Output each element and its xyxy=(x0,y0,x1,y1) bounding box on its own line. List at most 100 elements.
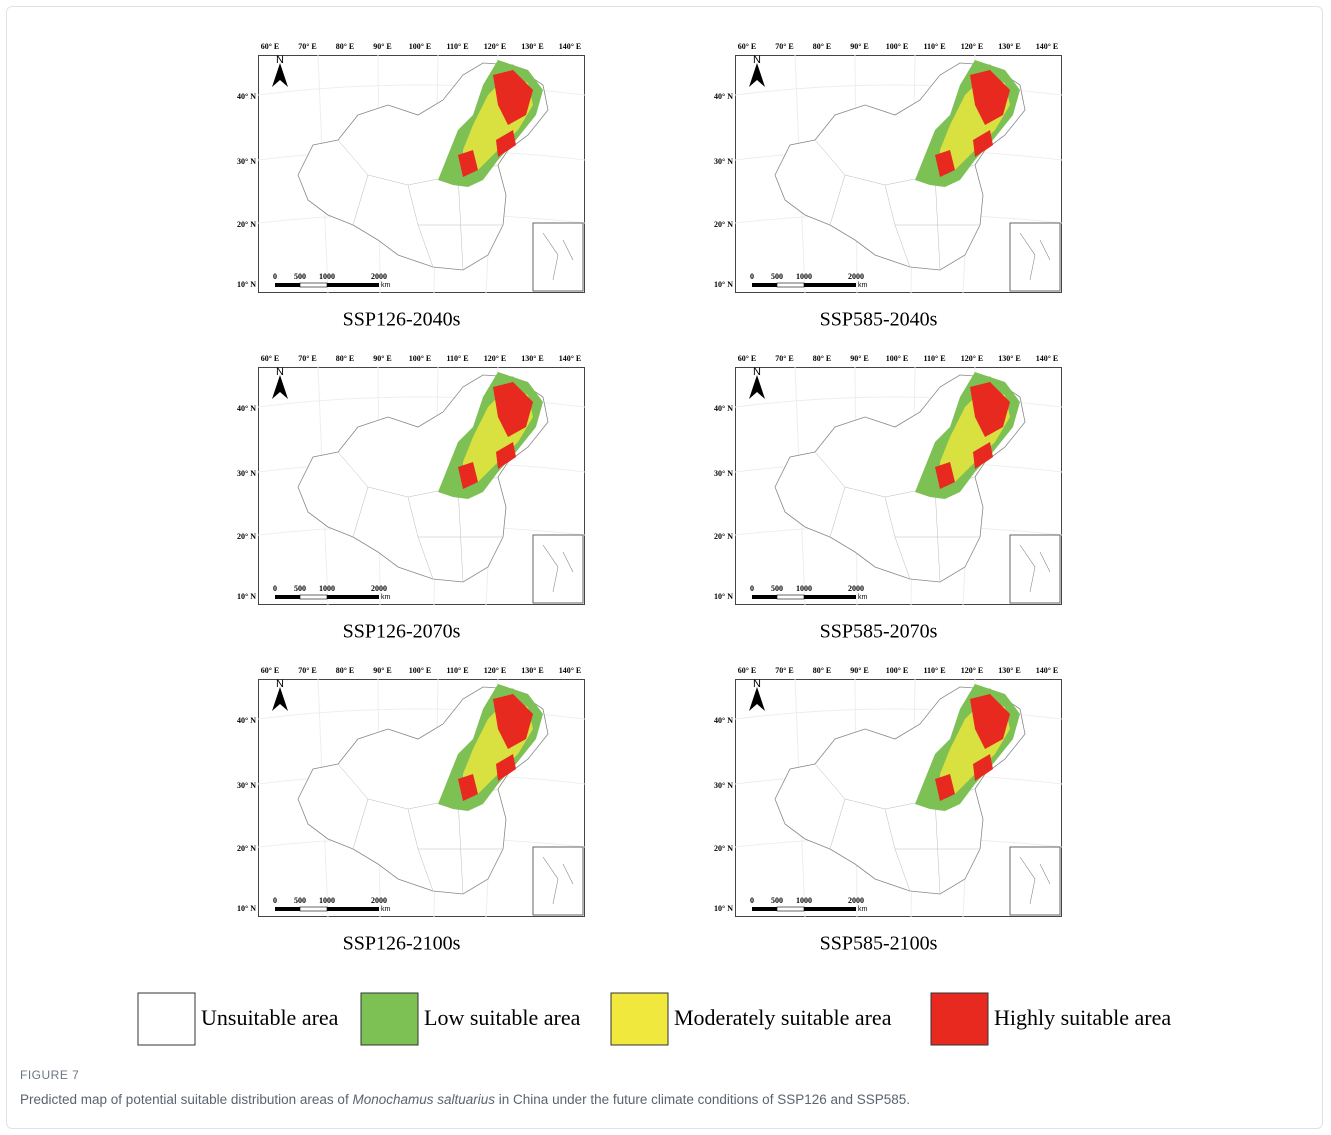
scale-label: 500 xyxy=(771,272,783,281)
longitude-label: 90° E xyxy=(373,42,392,51)
scale-unit: km xyxy=(381,594,391,601)
longitude-label: 100° E xyxy=(409,354,432,363)
longitude-label: 110° E xyxy=(446,666,468,675)
scale-unit: km xyxy=(858,282,868,289)
longitude-label: 60° E xyxy=(261,354,280,363)
figure-caption: Predicted map of potential suitable dist… xyxy=(20,1092,910,1107)
longitude-label: 100° E xyxy=(409,666,432,675)
north-arrow-label: N xyxy=(276,678,284,690)
longitude-label: 70° E xyxy=(775,666,794,675)
latitude-label: 10° N xyxy=(714,592,733,601)
scale-label: 0 xyxy=(273,584,277,593)
latitude-label: 10° N xyxy=(237,904,256,913)
longitude-label: 100° E xyxy=(409,42,432,51)
longitude-label: 140° E xyxy=(1036,354,1059,363)
legend-swatch xyxy=(611,993,668,1045)
map xyxy=(735,367,1062,605)
latitude-label: 40° N xyxy=(714,716,733,725)
longitude-label: 80° E xyxy=(813,354,832,363)
north-arrow-label: N xyxy=(753,678,761,690)
longitude-label: 140° E xyxy=(559,354,582,363)
longitude-label: 130° E xyxy=(521,666,544,675)
latitude-label: 30° N xyxy=(237,469,256,478)
longitude-label: 140° E xyxy=(1036,42,1059,51)
longitude-label: 80° E xyxy=(336,42,355,51)
scale-label: 500 xyxy=(294,272,306,281)
longitude-label: 80° E xyxy=(813,666,832,675)
longitude-label: 110° E xyxy=(923,42,945,51)
longitude-label: 110° E xyxy=(446,354,468,363)
scale-label: 2000 xyxy=(848,584,864,593)
legend-swatch xyxy=(138,993,195,1045)
longitude-label: 140° E xyxy=(1036,666,1059,675)
scale-label: 1000 xyxy=(796,272,812,281)
latitude-label: 20° N xyxy=(237,844,256,853)
longitude-label: 120° E xyxy=(484,42,507,51)
longitude-label: 140° E xyxy=(559,666,582,675)
latitude-label: 10° N xyxy=(237,592,256,601)
scale-unit: km xyxy=(381,282,391,289)
latitude-label: 30° N xyxy=(237,781,256,790)
scale-label: 1000 xyxy=(796,584,812,593)
scale-label: 0 xyxy=(750,896,754,905)
scale-label: 0 xyxy=(750,584,754,593)
scale-label: 2000 xyxy=(371,272,387,281)
scale-label: 500 xyxy=(294,584,306,593)
longitude-label: 130° E xyxy=(521,42,544,51)
latitude-label: 20° N xyxy=(714,220,733,229)
longitude-label: 90° E xyxy=(850,354,869,363)
longitude-label: 80° E xyxy=(813,42,832,51)
scale-label: 0 xyxy=(273,272,277,281)
longitude-label: 120° E xyxy=(961,42,984,51)
longitude-label: 60° E xyxy=(738,42,757,51)
scale-label: 0 xyxy=(273,896,277,905)
scale-unit: km xyxy=(858,594,868,601)
longitude-label: 70° E xyxy=(298,354,317,363)
longitude-label: 90° E xyxy=(850,42,869,51)
latitude-label: 40° N xyxy=(714,92,733,101)
figure: 60° E 70° E 80° E 90° E 100° E 110° E 120° E 13… xyxy=(0,0,1331,1060)
latitude-label: 20° N xyxy=(714,844,733,853)
longitude-label: 120° E xyxy=(484,354,507,363)
panel-title: SSP585-2100s xyxy=(820,933,938,955)
figure-label: FIGURE 7 xyxy=(20,1068,79,1082)
longitude-label: 70° E xyxy=(775,42,794,51)
caption-text: in China under the future climate condit… xyxy=(495,1092,910,1107)
latitude-label: 40° N xyxy=(237,716,256,725)
scale-label: 2000 xyxy=(371,896,387,905)
scale-label: 1000 xyxy=(319,272,335,281)
longitude-label: 140° E xyxy=(559,42,582,51)
scale-unit: km xyxy=(381,906,391,913)
scale-label: 500 xyxy=(294,896,306,905)
north-arrow-label: N xyxy=(753,366,761,378)
scale-label: 1000 xyxy=(319,584,335,593)
latitude-label: 30° N xyxy=(714,157,733,166)
longitude-label: 130° E xyxy=(521,354,544,363)
latitude-label: 40° N xyxy=(237,404,256,413)
longitude-label: 110° E xyxy=(446,42,468,51)
latitude-label: 40° N xyxy=(237,92,256,101)
longitude-label: 60° E xyxy=(738,666,757,675)
legend-label: Highly suitable area xyxy=(994,1005,1171,1030)
legend-label: Unsuitable area xyxy=(201,1005,339,1030)
longitude-label: 120° E xyxy=(961,666,984,675)
map xyxy=(258,679,585,917)
longitude-label: 130° E xyxy=(998,666,1021,675)
panel-title: SSP126-2040s xyxy=(343,309,461,331)
north-arrow-label: N xyxy=(753,54,761,66)
latitude-label: 30° N xyxy=(714,781,733,790)
map xyxy=(258,367,585,605)
longitude-label: 90° E xyxy=(850,666,869,675)
legend-label: Moderately suitable area xyxy=(674,1005,892,1030)
longitude-label: 130° E xyxy=(998,354,1021,363)
longitude-label: 60° E xyxy=(261,42,280,51)
panel-title: SSP126-2100s xyxy=(343,933,461,955)
latitude-label: 30° N xyxy=(237,157,256,166)
longitude-label: 100° E xyxy=(886,354,909,363)
latitude-label: 20° N xyxy=(237,220,256,229)
longitude-label: 100° E xyxy=(886,666,909,675)
species-name: Monochamus saltuarius xyxy=(352,1092,495,1107)
latitude-label: 10° N xyxy=(237,280,256,289)
latitude-label: 30° N xyxy=(714,469,733,478)
legend-swatch xyxy=(361,993,418,1045)
